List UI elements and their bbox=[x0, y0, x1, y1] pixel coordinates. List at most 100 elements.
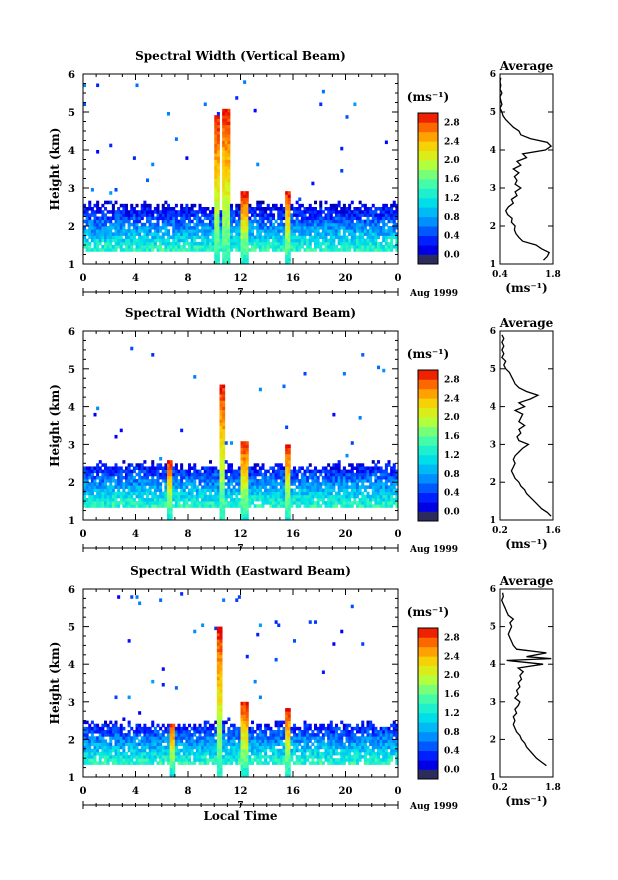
heatmap-cell bbox=[296, 736, 299, 740]
heatmap-cell bbox=[227, 131, 230, 135]
heatmap-cell bbox=[162, 210, 165, 214]
heatmap-cell bbox=[128, 492, 131, 496]
heatmap-cell bbox=[280, 213, 283, 217]
heatmap-cell bbox=[256, 220, 259, 224]
heatmap-cell bbox=[162, 213, 165, 217]
heatmap-cell bbox=[157, 463, 160, 467]
heatmap-cell bbox=[251, 739, 254, 743]
heatmap-cell bbox=[369, 248, 372, 252]
heatmap-cell bbox=[178, 479, 181, 483]
heatmap-cell bbox=[170, 217, 173, 221]
heatmap-cell bbox=[115, 232, 118, 236]
heatmap-cell bbox=[241, 248, 244, 252]
heatmap-cell bbox=[225, 251, 228, 255]
heatmap-cell bbox=[193, 239, 196, 243]
heatmap-cell bbox=[301, 746, 304, 750]
heatmap-cell bbox=[183, 476, 186, 480]
heatmap-cell bbox=[275, 724, 278, 728]
heatmap-cell bbox=[170, 504, 173, 508]
heatmap-cell bbox=[285, 451, 288, 455]
heatmap-cell bbox=[222, 175, 225, 179]
heatmap-cell bbox=[317, 482, 320, 486]
heatmap-cell bbox=[369, 479, 372, 483]
heatmap-cell bbox=[109, 727, 112, 731]
heatmap-cell bbox=[130, 495, 133, 499]
heatmap-cell bbox=[285, 204, 288, 208]
heatmap-cell bbox=[175, 213, 178, 217]
heatmap-cell bbox=[243, 242, 246, 246]
heatmap-cell bbox=[359, 226, 362, 230]
heatmap-cell bbox=[309, 232, 312, 236]
heatmap-cell bbox=[101, 248, 104, 252]
heatmap-cell bbox=[267, 492, 270, 496]
heatmap-cell bbox=[285, 463, 288, 467]
heatmap-cell bbox=[235, 598, 238, 602]
heatmap-cell bbox=[267, 242, 270, 246]
heatmap-cell bbox=[364, 242, 367, 246]
heatmap-cell bbox=[136, 733, 139, 737]
heatmap-cell bbox=[277, 242, 280, 246]
heatmap-cell bbox=[246, 702, 249, 706]
heatmap-cell bbox=[359, 416, 362, 420]
heatmap-cell bbox=[243, 251, 246, 255]
heatmap-cell bbox=[214, 160, 217, 164]
heatmap-cell bbox=[107, 470, 110, 474]
heatmap-cell bbox=[243, 217, 246, 221]
heatmap-cell bbox=[222, 163, 225, 167]
heatmap-cell bbox=[199, 724, 202, 728]
heatmap-cell bbox=[220, 426, 223, 430]
heatmap-cell bbox=[311, 229, 314, 233]
heatmap-cell bbox=[225, 441, 228, 445]
heatmap-cell bbox=[107, 727, 110, 731]
heatmap-cell bbox=[227, 761, 230, 765]
heatmap-cell bbox=[283, 217, 286, 221]
heatmap-cell bbox=[277, 463, 280, 467]
heatmap-cell bbox=[319, 473, 322, 477]
heatmap-cell bbox=[99, 479, 102, 483]
heatmap-cell bbox=[86, 746, 89, 750]
heatmap-cell bbox=[343, 473, 346, 477]
heatmap-cell bbox=[222, 144, 225, 148]
heatmap-cell bbox=[380, 248, 383, 252]
heatmap-cell bbox=[107, 476, 110, 480]
heatmap-cell bbox=[217, 226, 220, 230]
heatmap-cell bbox=[99, 746, 102, 750]
heatmap-cell bbox=[167, 727, 170, 731]
heatmap-cell bbox=[393, 210, 396, 214]
heatmap-cell bbox=[185, 213, 188, 217]
heatmap-cell bbox=[222, 115, 225, 119]
heatmap-cell bbox=[99, 226, 102, 230]
heatmap-cell bbox=[243, 441, 246, 445]
heatmap-cell bbox=[199, 476, 202, 480]
heatmap-cell bbox=[241, 495, 244, 499]
heatmap-cell bbox=[146, 245, 149, 249]
heatmap-cell bbox=[283, 752, 286, 756]
heatmap-cell bbox=[180, 232, 183, 236]
heatmap-cell bbox=[88, 242, 91, 246]
panel-title: Spectral Width (Northward Beam) bbox=[125, 306, 356, 320]
heatmap-cell bbox=[290, 232, 293, 236]
heatmap-cell bbox=[175, 223, 178, 227]
heatmap-cell bbox=[115, 733, 118, 737]
heatmap-cell bbox=[306, 210, 309, 214]
heatmap-cell bbox=[115, 743, 118, 747]
heatmap-cell bbox=[149, 242, 152, 246]
heatmap-cell bbox=[272, 245, 275, 249]
heatmap-cell bbox=[327, 489, 330, 493]
heatmap-cell bbox=[227, 504, 230, 508]
heatmap-cell bbox=[280, 210, 283, 214]
heatmap-cell bbox=[309, 220, 312, 224]
heatmap-cell bbox=[217, 479, 220, 483]
heatmap-cell bbox=[269, 746, 272, 750]
heatmap-cell bbox=[175, 495, 178, 499]
heatmap-cell bbox=[204, 761, 207, 765]
heatmap-cell bbox=[262, 498, 265, 502]
heatmap-cell bbox=[246, 507, 249, 511]
heatmap-cell bbox=[243, 758, 246, 762]
heatmap-cell bbox=[188, 743, 191, 747]
heatmap-cell bbox=[267, 761, 270, 765]
heatmap-cell bbox=[254, 473, 257, 477]
heatmap-cell bbox=[230, 749, 233, 753]
heatmap-cell bbox=[361, 485, 364, 489]
heatmap-cell bbox=[361, 495, 364, 499]
